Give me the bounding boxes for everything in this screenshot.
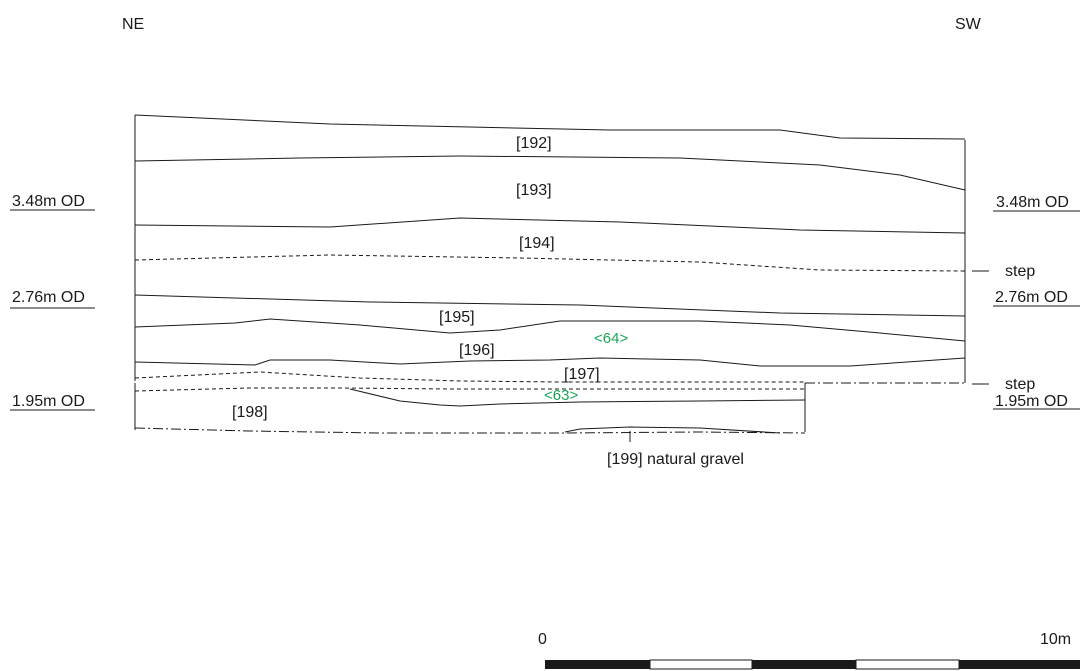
level-label-right-1: 3.48m OD [996, 194, 1069, 211]
context-192: [192] [516, 135, 552, 152]
level-lines [10, 209, 1080, 411]
level-label-right-3: 1.95m OD [995, 393, 1068, 410]
step-label-upper: step [1005, 263, 1035, 280]
context-194: [194] [519, 235, 555, 252]
context-195: [195] [439, 309, 475, 326]
scale-start-label: 0 [538, 631, 547, 648]
context-193: [193] [516, 182, 552, 199]
orientation-sw: SW [955, 16, 982, 33]
scale-end-label: 10m [1040, 631, 1071, 648]
level-label-left-1: 3.48m OD [12, 193, 85, 210]
scale-bar [545, 659, 1080, 670]
context-198: [198] [232, 404, 268, 421]
level-label-left-2: 2.76m OD [12, 289, 85, 306]
context-199: [199] natural gravel [607, 451, 744, 468]
context-197: [197] [564, 366, 600, 383]
orientation-ne: NE [122, 16, 144, 33]
level-label-right-2: 2.76m OD [995, 289, 1068, 306]
context-196: [196] [459, 342, 495, 359]
sample-64: <64> [594, 330, 628, 347]
layer-boundaries [134, 114, 989, 442]
section-outline [134, 115, 966, 432]
level-label-left-3: 1.95m OD [12, 393, 85, 410]
step-label-lower: step [1005, 376, 1035, 393]
sample-63: <63> [544, 387, 578, 404]
